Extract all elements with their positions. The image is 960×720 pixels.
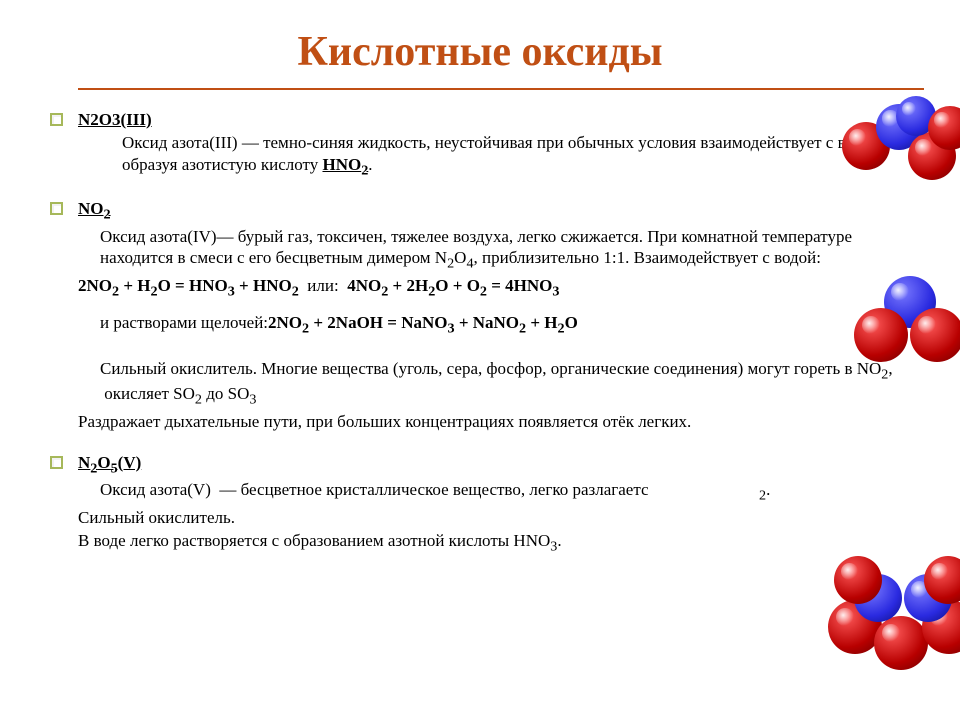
heading-no2: NO2 [78, 199, 111, 218]
bullet-icon [50, 113, 63, 126]
molecule-n2o3 [842, 96, 960, 186]
para-n2o5-1: Оксид азота(V) — бесцветное кристалличес… [78, 479, 924, 505]
bullet-n2o3: N2O3(III) [78, 110, 924, 130]
para-no2-eq1: 2NO2 + H2O = HNO3 + HNO2 или: 4NO2 + 2H2… [78, 275, 924, 301]
slide-title-block: Кислотные оксиды [0, 0, 960, 88]
bullet-icon [50, 202, 63, 215]
para-n2o5-3: В воде легко растворяется с образованием… [78, 530, 924, 556]
para-n2o3-1: Оксид азота(III) — темно-синяя жидкость,… [78, 132, 924, 179]
molecule-n2o5 [820, 556, 960, 676]
para-n2o5-2: Сильный окислитель. [78, 507, 924, 529]
heading-n2o5: N2O5(V) [78, 453, 141, 472]
para-no2-1: Оксид азота(IV)— бурый газ, токсичен, тя… [78, 226, 924, 273]
para-no2-3: Сильный окислитель. Многие вещества (уго… [78, 358, 924, 409]
bullet-no2: NO2 [78, 199, 924, 223]
oxygen-atom [910, 308, 960, 362]
heading-n2o3: N2O3(III) [78, 110, 152, 129]
slide-title: Кислотные оксиды [297, 29, 662, 75]
oxygen-atom [874, 616, 928, 670]
para-no2-4: Раздражает дыхательные пути, при больших… [78, 411, 924, 433]
oxygen-atom [834, 556, 882, 604]
bullet-n2o5: N2O5(V) [78, 453, 924, 477]
para-no2-eq2: и растворами щелочей:2NO2 + 2NaOH = NaNO… [78, 312, 924, 338]
bullet-icon [50, 456, 63, 469]
slide-content: N2O3(III) Оксид азота(III) — темно-синяя… [0, 90, 960, 556]
oxygen-atom [854, 308, 908, 362]
molecule-no2 [854, 276, 960, 366]
